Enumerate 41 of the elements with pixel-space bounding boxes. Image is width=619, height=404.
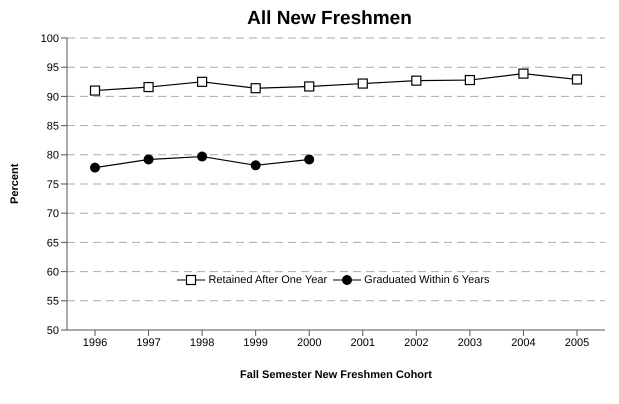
point: [197, 152, 208, 162]
y-tick-label: 95: [46, 62, 59, 74]
x-tick-label: 1999: [243, 336, 268, 349]
y-tick-label: 100: [40, 32, 59, 45]
x-tick-label: 1997: [136, 336, 161, 349]
point: [572, 74, 582, 85]
point: [90, 85, 100, 96]
x-tick-label: 2005: [564, 336, 590, 349]
point: [464, 74, 475, 86]
chart-title: All New Freshmen: [246, 8, 413, 31]
point: [304, 154, 314, 164]
x-tick-label: 2004: [511, 336, 536, 349]
x-tick-label: 2002: [404, 336, 429, 349]
legend-label: Retained After One Year: [207, 274, 328, 286]
y-axis-title: Percent: [8, 163, 21, 204]
y-tick-label: 90: [46, 91, 59, 104]
x-tick-label: 2003: [458, 336, 482, 349]
point: [304, 81, 314, 92]
y-tick-label: 60: [46, 266, 59, 279]
x-tick-label: 1998: [190, 336, 214, 349]
point: [90, 162, 100, 173]
x-axis-title: Fall Semester New Freshmen Cohort: [240, 369, 432, 381]
legend-label: Graduated Within 6 Years: [363, 274, 490, 286]
point: [518, 68, 529, 79]
y-tick-label: 55: [46, 296, 59, 308]
point: [250, 160, 261, 170]
point: [143, 82, 154, 92]
y-tick-label: 65: [46, 237, 59, 250]
point: [411, 76, 422, 86]
x-tick-label: 2001: [350, 336, 376, 349]
x-tick-label: 1996: [82, 336, 108, 349]
point: [197, 76, 208, 87]
point: [358, 78, 368, 89]
point: [250, 83, 261, 94]
x-tick-label: 2000: [296, 336, 322, 349]
y-tick-label: 80: [46, 150, 59, 162]
y-tick-label: 50: [46, 324, 59, 337]
y-tick-label: 85: [46, 120, 59, 133]
y-tick-label: 75: [46, 178, 59, 191]
y-tick-label: 70: [46, 208, 59, 220]
point: [144, 154, 154, 164]
